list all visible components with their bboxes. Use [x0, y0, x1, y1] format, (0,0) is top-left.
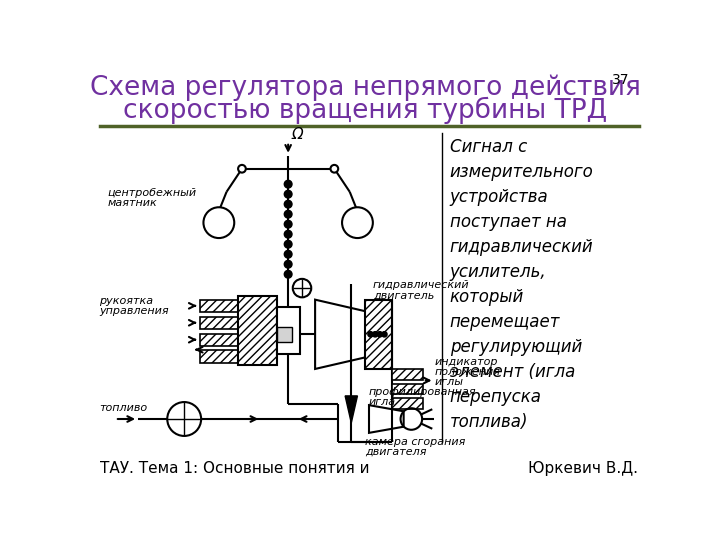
Circle shape [377, 332, 382, 336]
Bar [238, 296, 276, 365]
Circle shape [284, 180, 292, 188]
Circle shape [284, 231, 292, 238]
Bar [199, 350, 238, 363]
Text: 37: 37 [611, 72, 629, 86]
Bar [199, 300, 238, 312]
Text: скоростью вращения турбины ТРД: скоростью вращения турбины ТРД [123, 97, 607, 124]
Bar [276, 307, 300, 354]
Circle shape [368, 332, 373, 336]
Circle shape [330, 165, 338, 173]
Bar [199, 316, 238, 329]
Text: положения: положения [434, 367, 500, 377]
Text: двигатель: двигатель [373, 291, 434, 300]
Text: индикатор: индикатор [434, 357, 498, 367]
Bar [392, 383, 423, 394]
Bar [276, 327, 292, 342]
Circle shape [284, 220, 292, 228]
Text: Юркевич В.Д.: Юркевич В.Д. [528, 461, 639, 476]
Bar [365, 300, 392, 369]
Bar [199, 334, 238, 346]
Circle shape [382, 332, 387, 336]
Text: ТАУ. Тема 1: Основные понятия и: ТАУ. Тема 1: Основные понятия и [99, 461, 369, 476]
Text: Схема регулятора непрямого действия: Схема регулятора непрямого действия [90, 74, 641, 100]
Circle shape [284, 271, 292, 278]
Text: Ω: Ω [292, 127, 304, 142]
Text: профилированная: профилированная [369, 387, 477, 397]
Circle shape [284, 210, 292, 218]
Circle shape [284, 240, 292, 248]
Text: двигателя: двигателя [365, 447, 427, 457]
Text: центробежный: центробежный [107, 188, 197, 198]
Text: камера сгорания: камера сгорания [365, 437, 466, 447]
Circle shape [284, 260, 292, 268]
Bar [392, 369, 423, 380]
Polygon shape [345, 396, 357, 423]
Bar [392, 398, 423, 409]
Text: гидравлический: гидравлический [373, 280, 469, 291]
Circle shape [284, 251, 292, 258]
Text: рукоятка: рукоятка [99, 296, 153, 306]
Circle shape [373, 332, 377, 336]
Text: маятник: маятник [107, 198, 157, 208]
Text: управления: управления [99, 306, 169, 316]
Text: Сигнал с
измерительного
устройства
поступает на
гидравлический
усилитель,
которы: Сигнал с измерительного устройства посту… [450, 138, 593, 431]
Circle shape [284, 200, 292, 208]
Circle shape [284, 190, 292, 198]
Text: игла: игла [369, 397, 396, 407]
Text: иглы: иглы [434, 377, 464, 387]
Circle shape [238, 165, 246, 173]
Text: топливо: топливо [99, 403, 148, 413]
